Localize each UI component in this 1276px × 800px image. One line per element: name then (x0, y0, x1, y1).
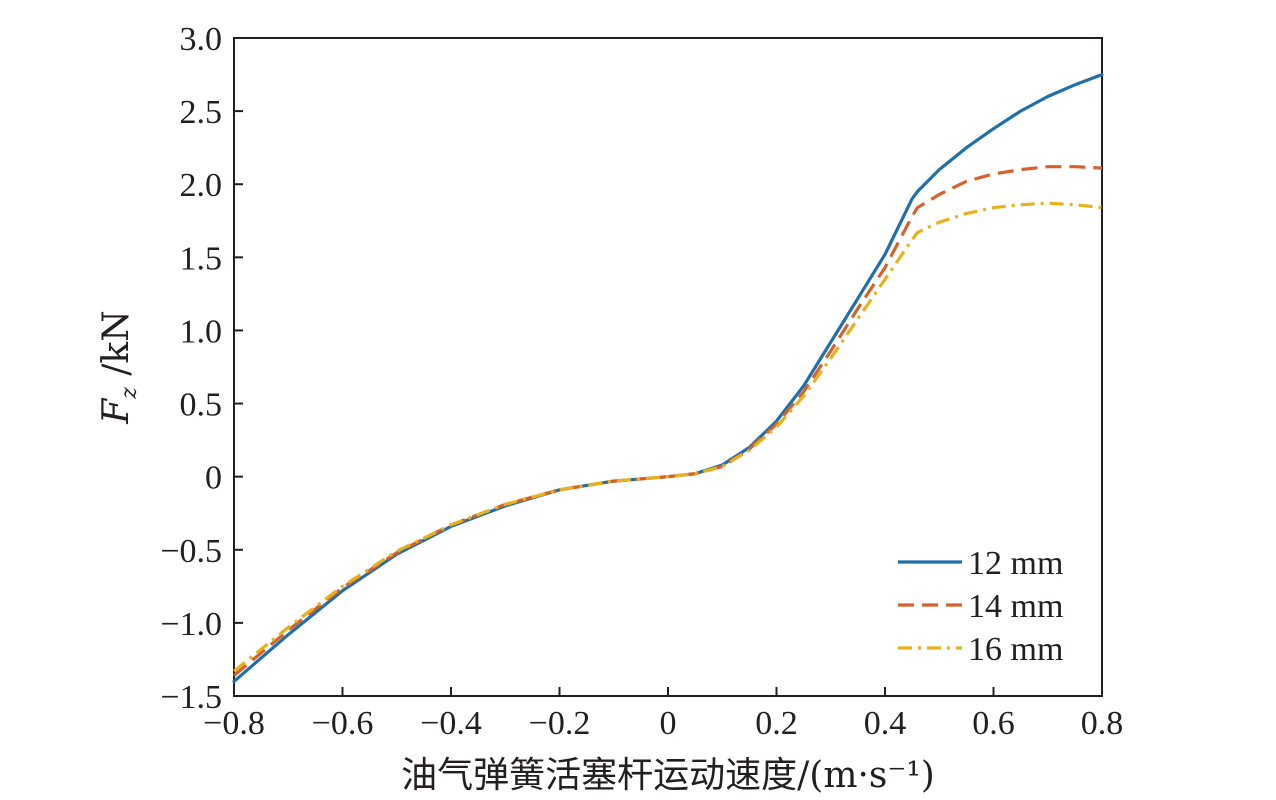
series-line (232, 201, 1103, 673)
y-tick-label: −1.5 (160, 679, 222, 716)
y-tick-label: 0.5 (180, 387, 223, 424)
x-tick-label: 0 (660, 705, 677, 742)
x-tick-label: −0.6 (312, 705, 374, 742)
y-ticks: −1.5 −1.0 −0.5 0 0.5 1.0 1.5 2.0 2.5 3.0 (160, 21, 243, 716)
x-ticks: −0.8 −0.6 −0.4 −0.2 0 0.2 0.4 0.6 0.8 (203, 687, 1123, 742)
y-tick-label: 0 (205, 460, 222, 497)
y-tick-label: −0.5 (160, 533, 222, 570)
legend-label: 16 mm (968, 631, 1063, 668)
y-tick-label: 2.0 (180, 167, 223, 204)
x-tick-label: 0.6 (972, 705, 1015, 742)
y-axis-label-sub: z (117, 387, 142, 400)
y-axis-label-main: F (96, 397, 137, 425)
x-tick-label: 0.2 (755, 705, 798, 742)
y-tick-label: 1.5 (180, 240, 223, 277)
x-tick-label: −0.8 (203, 705, 265, 742)
y-axis-label: Fz /kN (96, 310, 142, 424)
legend-label: 12 mm (968, 545, 1063, 582)
y-tick-label: 3.0 (180, 21, 223, 58)
x-tick-label: 0.4 (864, 705, 907, 742)
x-tick-label: 0.8 (1081, 705, 1124, 742)
x-tick-label: −0.4 (420, 705, 482, 742)
legend: 12 mm 14 mm 16 mm (898, 545, 1063, 668)
x-axis-label: 油气弹簧活塞杆运动速度/(m·s⁻¹) (401, 755, 935, 796)
y-tick-label: 1.0 (180, 313, 223, 350)
y-axis-label-unit: /kN (96, 310, 137, 387)
y-tick-label: −1.0 (160, 606, 222, 643)
y-tick-label: 2.5 (180, 94, 223, 131)
x-tick-label: −0.2 (529, 705, 591, 742)
legend-label: 14 mm (968, 588, 1063, 625)
series-lines (232, 73, 1104, 683)
